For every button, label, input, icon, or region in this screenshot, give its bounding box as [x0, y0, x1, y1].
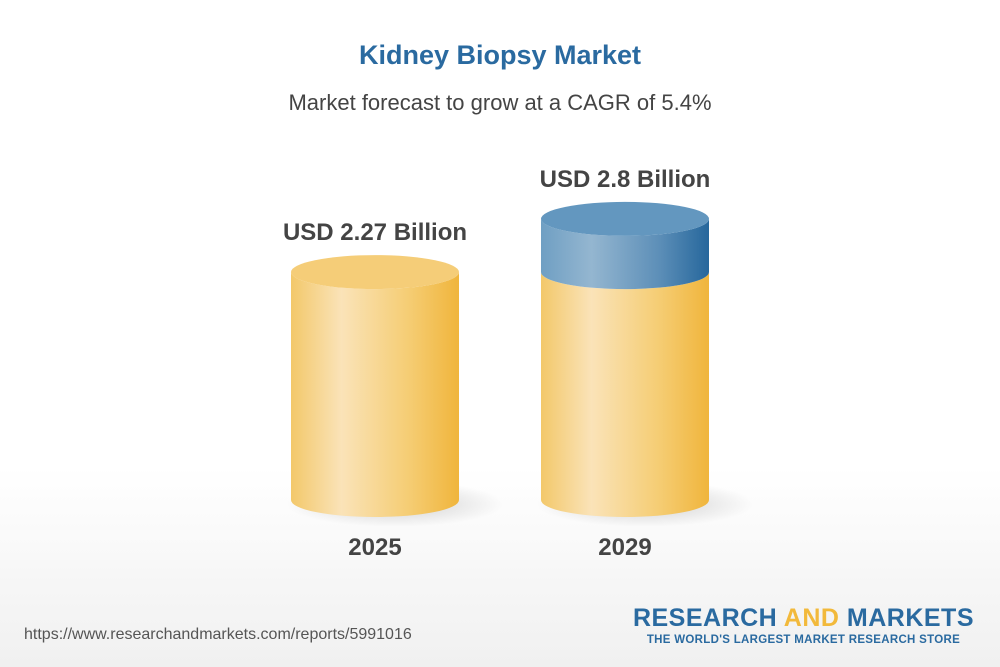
research-and-markets-logo: RESEARCH AND MARKETS THE WORLD'S LARGEST…	[632, 604, 974, 646]
cylinder-chart: USD 2.27 Billion 2025 USD 2.8 Billion 2029	[283, 166, 754, 561]
cylinder-body-base	[541, 272, 709, 517]
cylinder-body-base	[291, 272, 459, 517]
chart-title: Kidney Biopsy Market	[358, 40, 642, 70]
data-label: USD 2.27 Billion	[283, 219, 467, 246]
category-label: 2025	[348, 534, 401, 561]
category-label: 2029	[598, 534, 651, 561]
cylinder-top	[541, 201, 709, 236]
data-label: USD 2.8 Billion	[540, 166, 711, 193]
source-url[interactable]: https://www.researchandmarkets.com/repor…	[24, 626, 412, 643]
cylinder-body-growth	[541, 218, 709, 290]
chart-subtitle: Market forecast to grow at a CAGR of 5.4…	[288, 90, 712, 115]
cylinder-top	[291, 255, 459, 290]
